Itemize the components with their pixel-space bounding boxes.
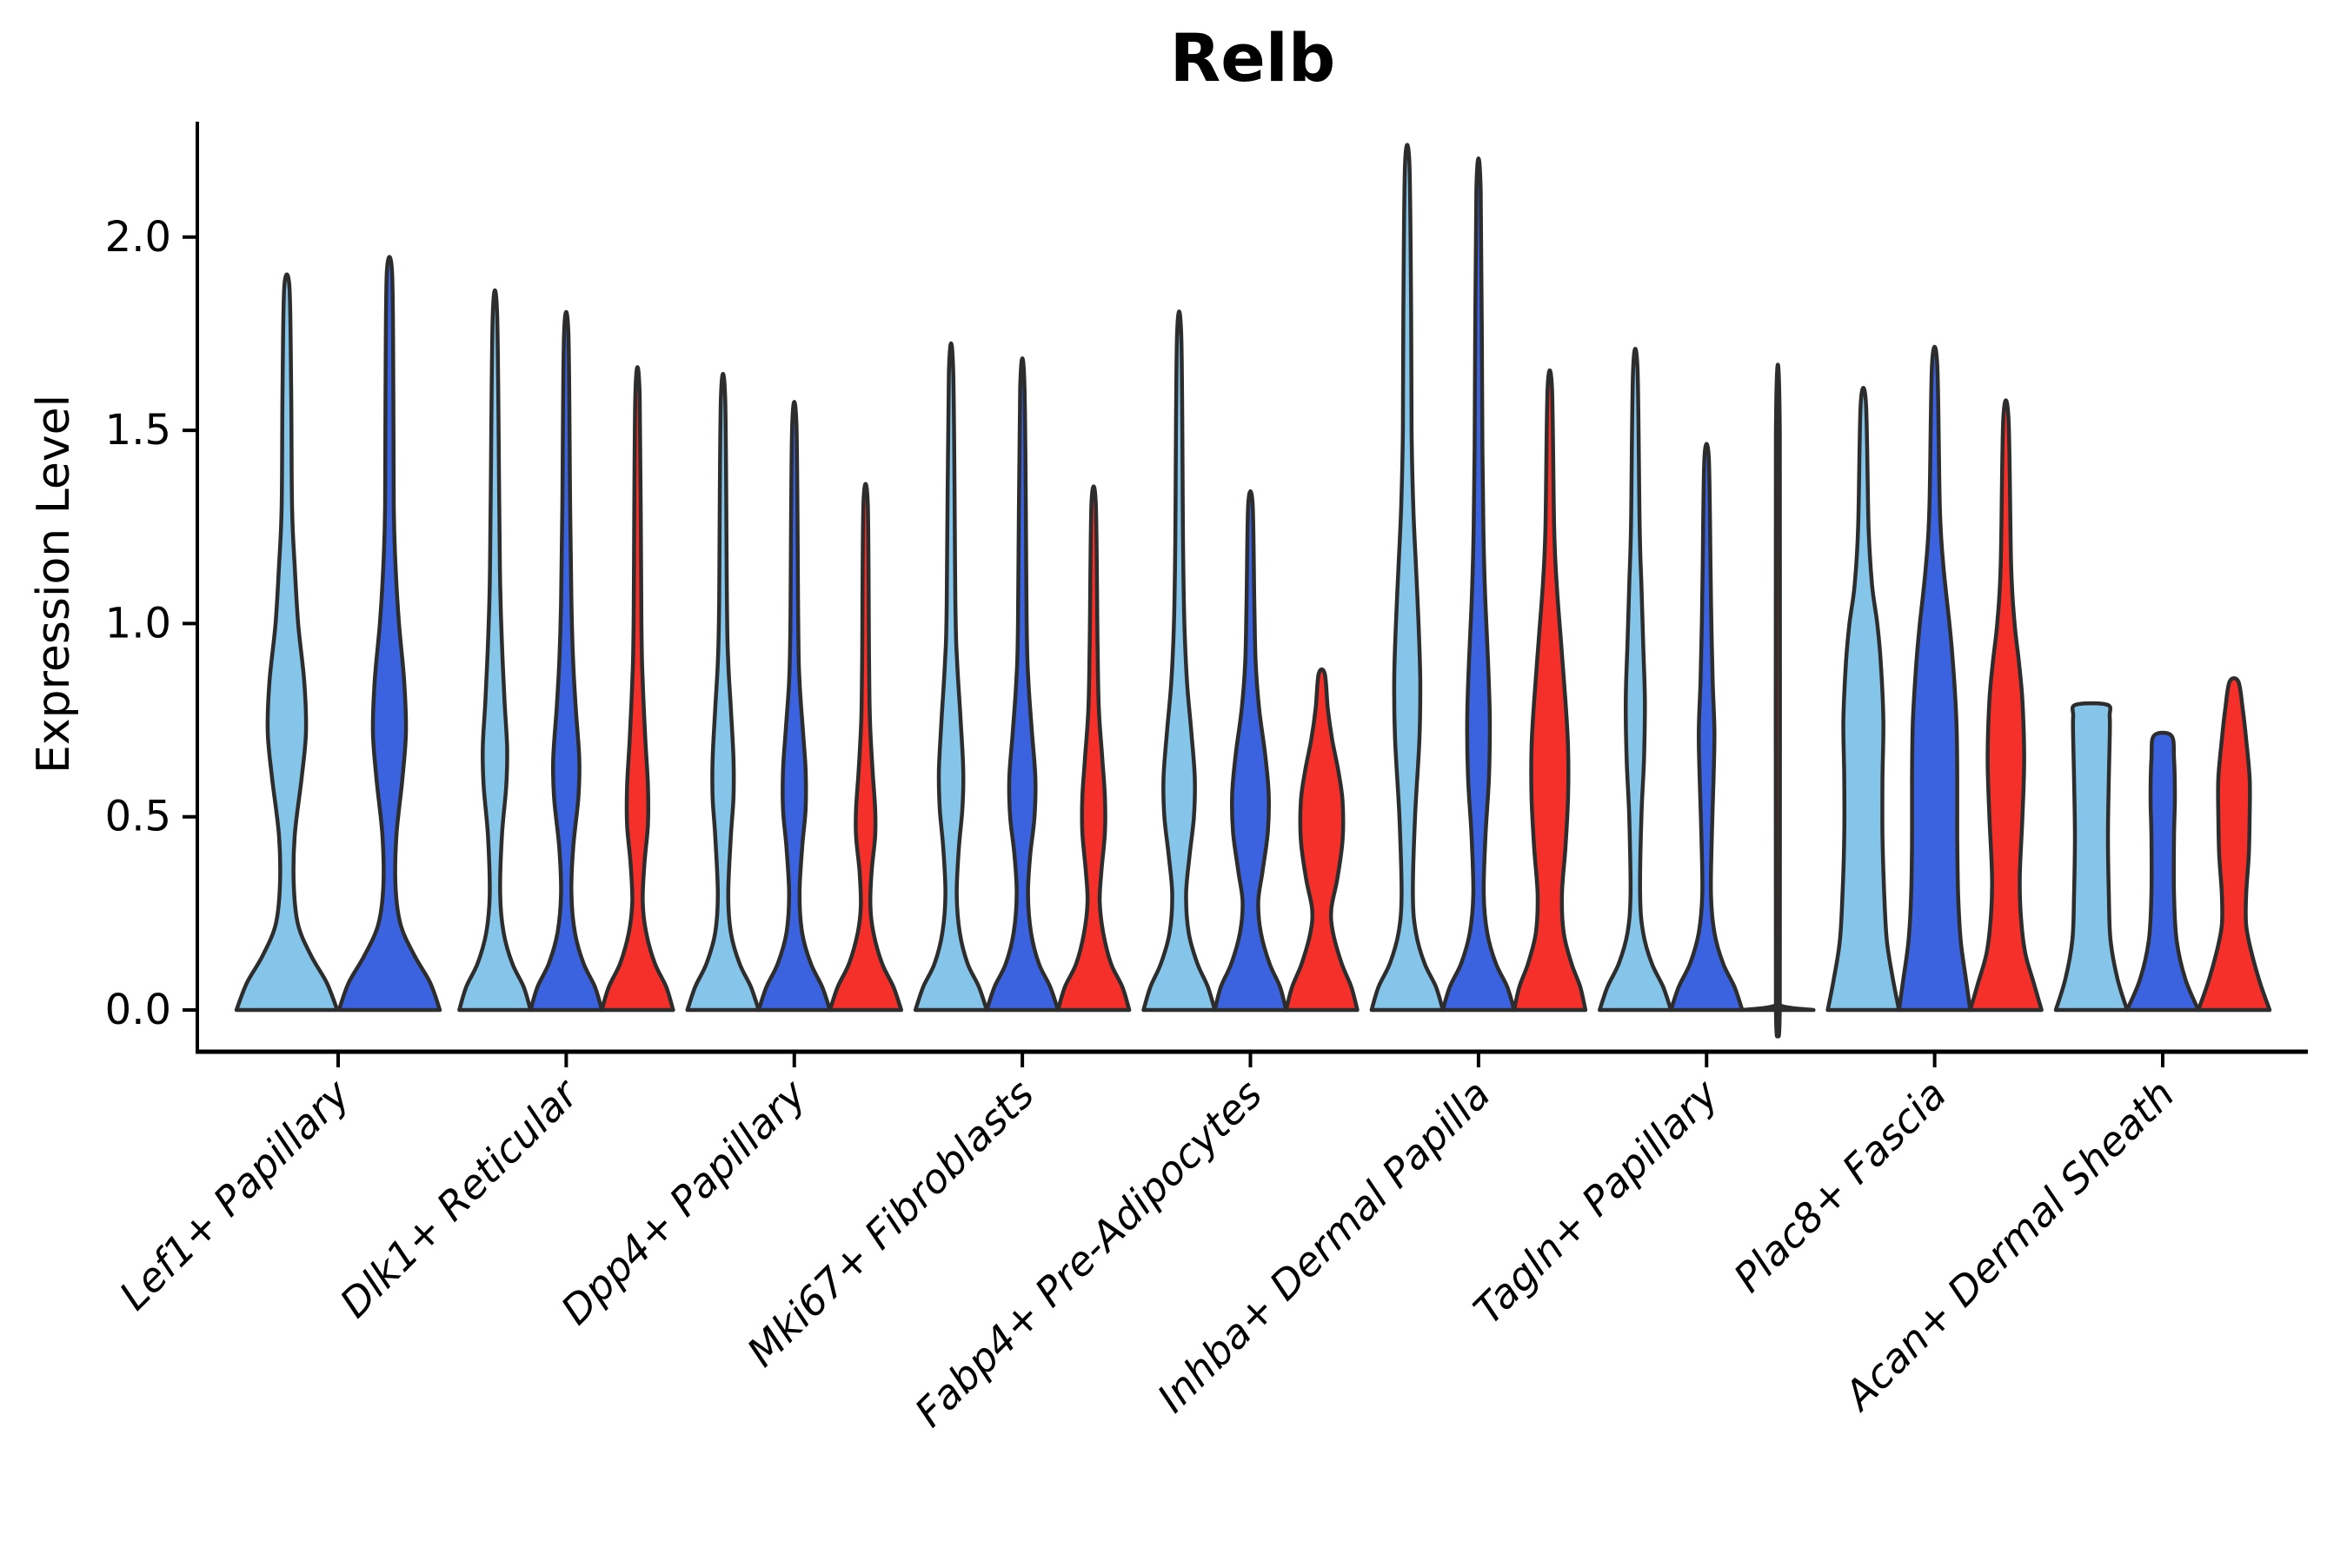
violin-acan-dermal-sheath-light_blue bbox=[2053, 701, 2130, 1013]
x-tick-label: Tagln+ Papillary bbox=[1465, 1070, 1728, 1333]
violin-dpp4-papillary-red bbox=[828, 482, 904, 1013]
violin-fabp4-pre-adipocytes-blue bbox=[1213, 488, 1288, 1013]
violin-dlk1-reticular-light_blue bbox=[457, 289, 533, 1013]
y-tick-label: 2.0 bbox=[105, 213, 171, 262]
violin-mki67-fibroblasts-blue bbox=[984, 356, 1060, 1013]
violin-plac8-fascia-blue bbox=[1897, 344, 1972, 1013]
violin-tagln-papillary-red bbox=[1740, 362, 1816, 1039]
x-tick-label: Plac8+ Fascia bbox=[1725, 1071, 1955, 1301]
y-tick-label: 0.0 bbox=[105, 986, 171, 1034]
y-tick-label: 1.0 bbox=[105, 599, 171, 648]
violin-lef1-papillary-light_blue bbox=[234, 272, 340, 1013]
y-tick-label: 0.5 bbox=[105, 793, 171, 841]
violin-inhba-dermal-papilla-blue bbox=[1440, 156, 1517, 1013]
violin-plac8-fascia-red bbox=[1968, 398, 2044, 1013]
violin-mki67-fibroblasts-light_blue bbox=[913, 341, 989, 1013]
y-tick-label: 1.5 bbox=[105, 406, 171, 455]
chart-title: Relb bbox=[1169, 19, 1336, 96]
x-tick-label: Dpp4+ Papillary bbox=[552, 1070, 815, 1333]
violin-plac8-fascia-light_blue bbox=[1825, 385, 1901, 1013]
x-tick-label: Dlk1+ Reticular bbox=[331, 1068, 589, 1326]
violin-mki67-fibroblasts-red bbox=[1055, 484, 1132, 1013]
violin-dlk1-reticular-blue bbox=[529, 309, 604, 1013]
violin-acan-dermal-sheath-blue bbox=[2124, 730, 2201, 1013]
violin-lef1-papillary-blue bbox=[336, 255, 442, 1013]
violin-fabp4-pre-adipocytes-light_blue bbox=[1141, 309, 1217, 1013]
violin-dlk1-reticular-red bbox=[600, 365, 675, 1013]
violin-fabp4-pre-adipocytes-red bbox=[1284, 668, 1360, 1013]
violin-dpp4-papillary-blue bbox=[756, 400, 833, 1013]
violin-acan-dermal-sheath-red bbox=[2196, 675, 2272, 1013]
violin-tagln-papillary-blue bbox=[1669, 442, 1745, 1013]
violin-dpp4-papillary-light_blue bbox=[685, 371, 761, 1013]
violin-inhba-dermal-papilla-light_blue bbox=[1369, 143, 1446, 1013]
violin-tagln-papillary-light_blue bbox=[1598, 346, 1673, 1013]
violin-inhba-dermal-papilla-red bbox=[1512, 368, 1588, 1013]
x-tick-label: Lef1+ Papillary bbox=[110, 1070, 359, 1319]
